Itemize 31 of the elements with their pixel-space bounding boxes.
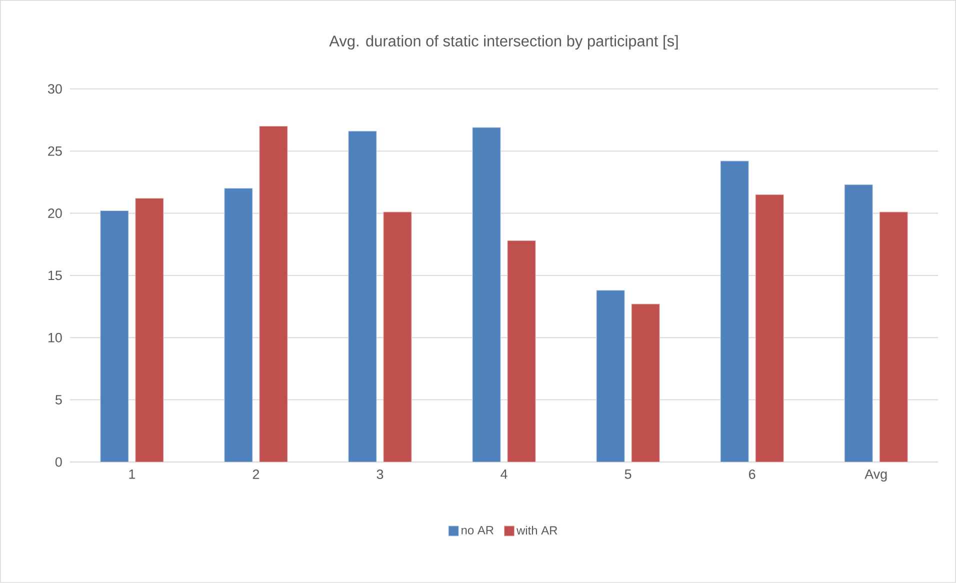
bar: [631, 304, 660, 462]
chart-title: Avg. duration of static intersection by participant [s]: [329, 35, 678, 50]
legend-label: no AR: [462, 526, 494, 534]
x-tick-label: 5: [624, 470, 632, 479]
y-tick-label: 20: [48, 208, 62, 218]
x-tick-label: 4: [500, 470, 508, 479]
bar: [507, 240, 536, 462]
bar: [844, 184, 873, 462]
bar: [224, 188, 253, 462]
x-tick-label: Avg: [864, 470, 887, 482]
bar: [135, 198, 164, 462]
y-tick-label: 15: [48, 270, 62, 280]
x-tick-label: 3: [376, 470, 384, 480]
bar: [596, 290, 625, 462]
y-tick-label: 5: [55, 395, 62, 405]
y-tick-label: 10: [48, 332, 62, 342]
x-tick-label: 1: [129, 470, 136, 479]
bar: [383, 212, 412, 462]
x-tick-label: 6: [749, 470, 756, 480]
bar: [259, 126, 288, 462]
bar: [100, 210, 129, 462]
bar: [472, 127, 501, 462]
y-tick-label: 25: [48, 146, 62, 156]
bar: [348, 130, 377, 462]
y-tick-label: 30: [48, 84, 62, 94]
bar: [720, 160, 749, 462]
x-tick-label: 2: [252, 470, 260, 479]
y-tick-label: 0: [55, 457, 62, 467]
bar: [755, 194, 784, 462]
legend-label: with AR: [516, 526, 558, 535]
bar: [879, 212, 908, 462]
